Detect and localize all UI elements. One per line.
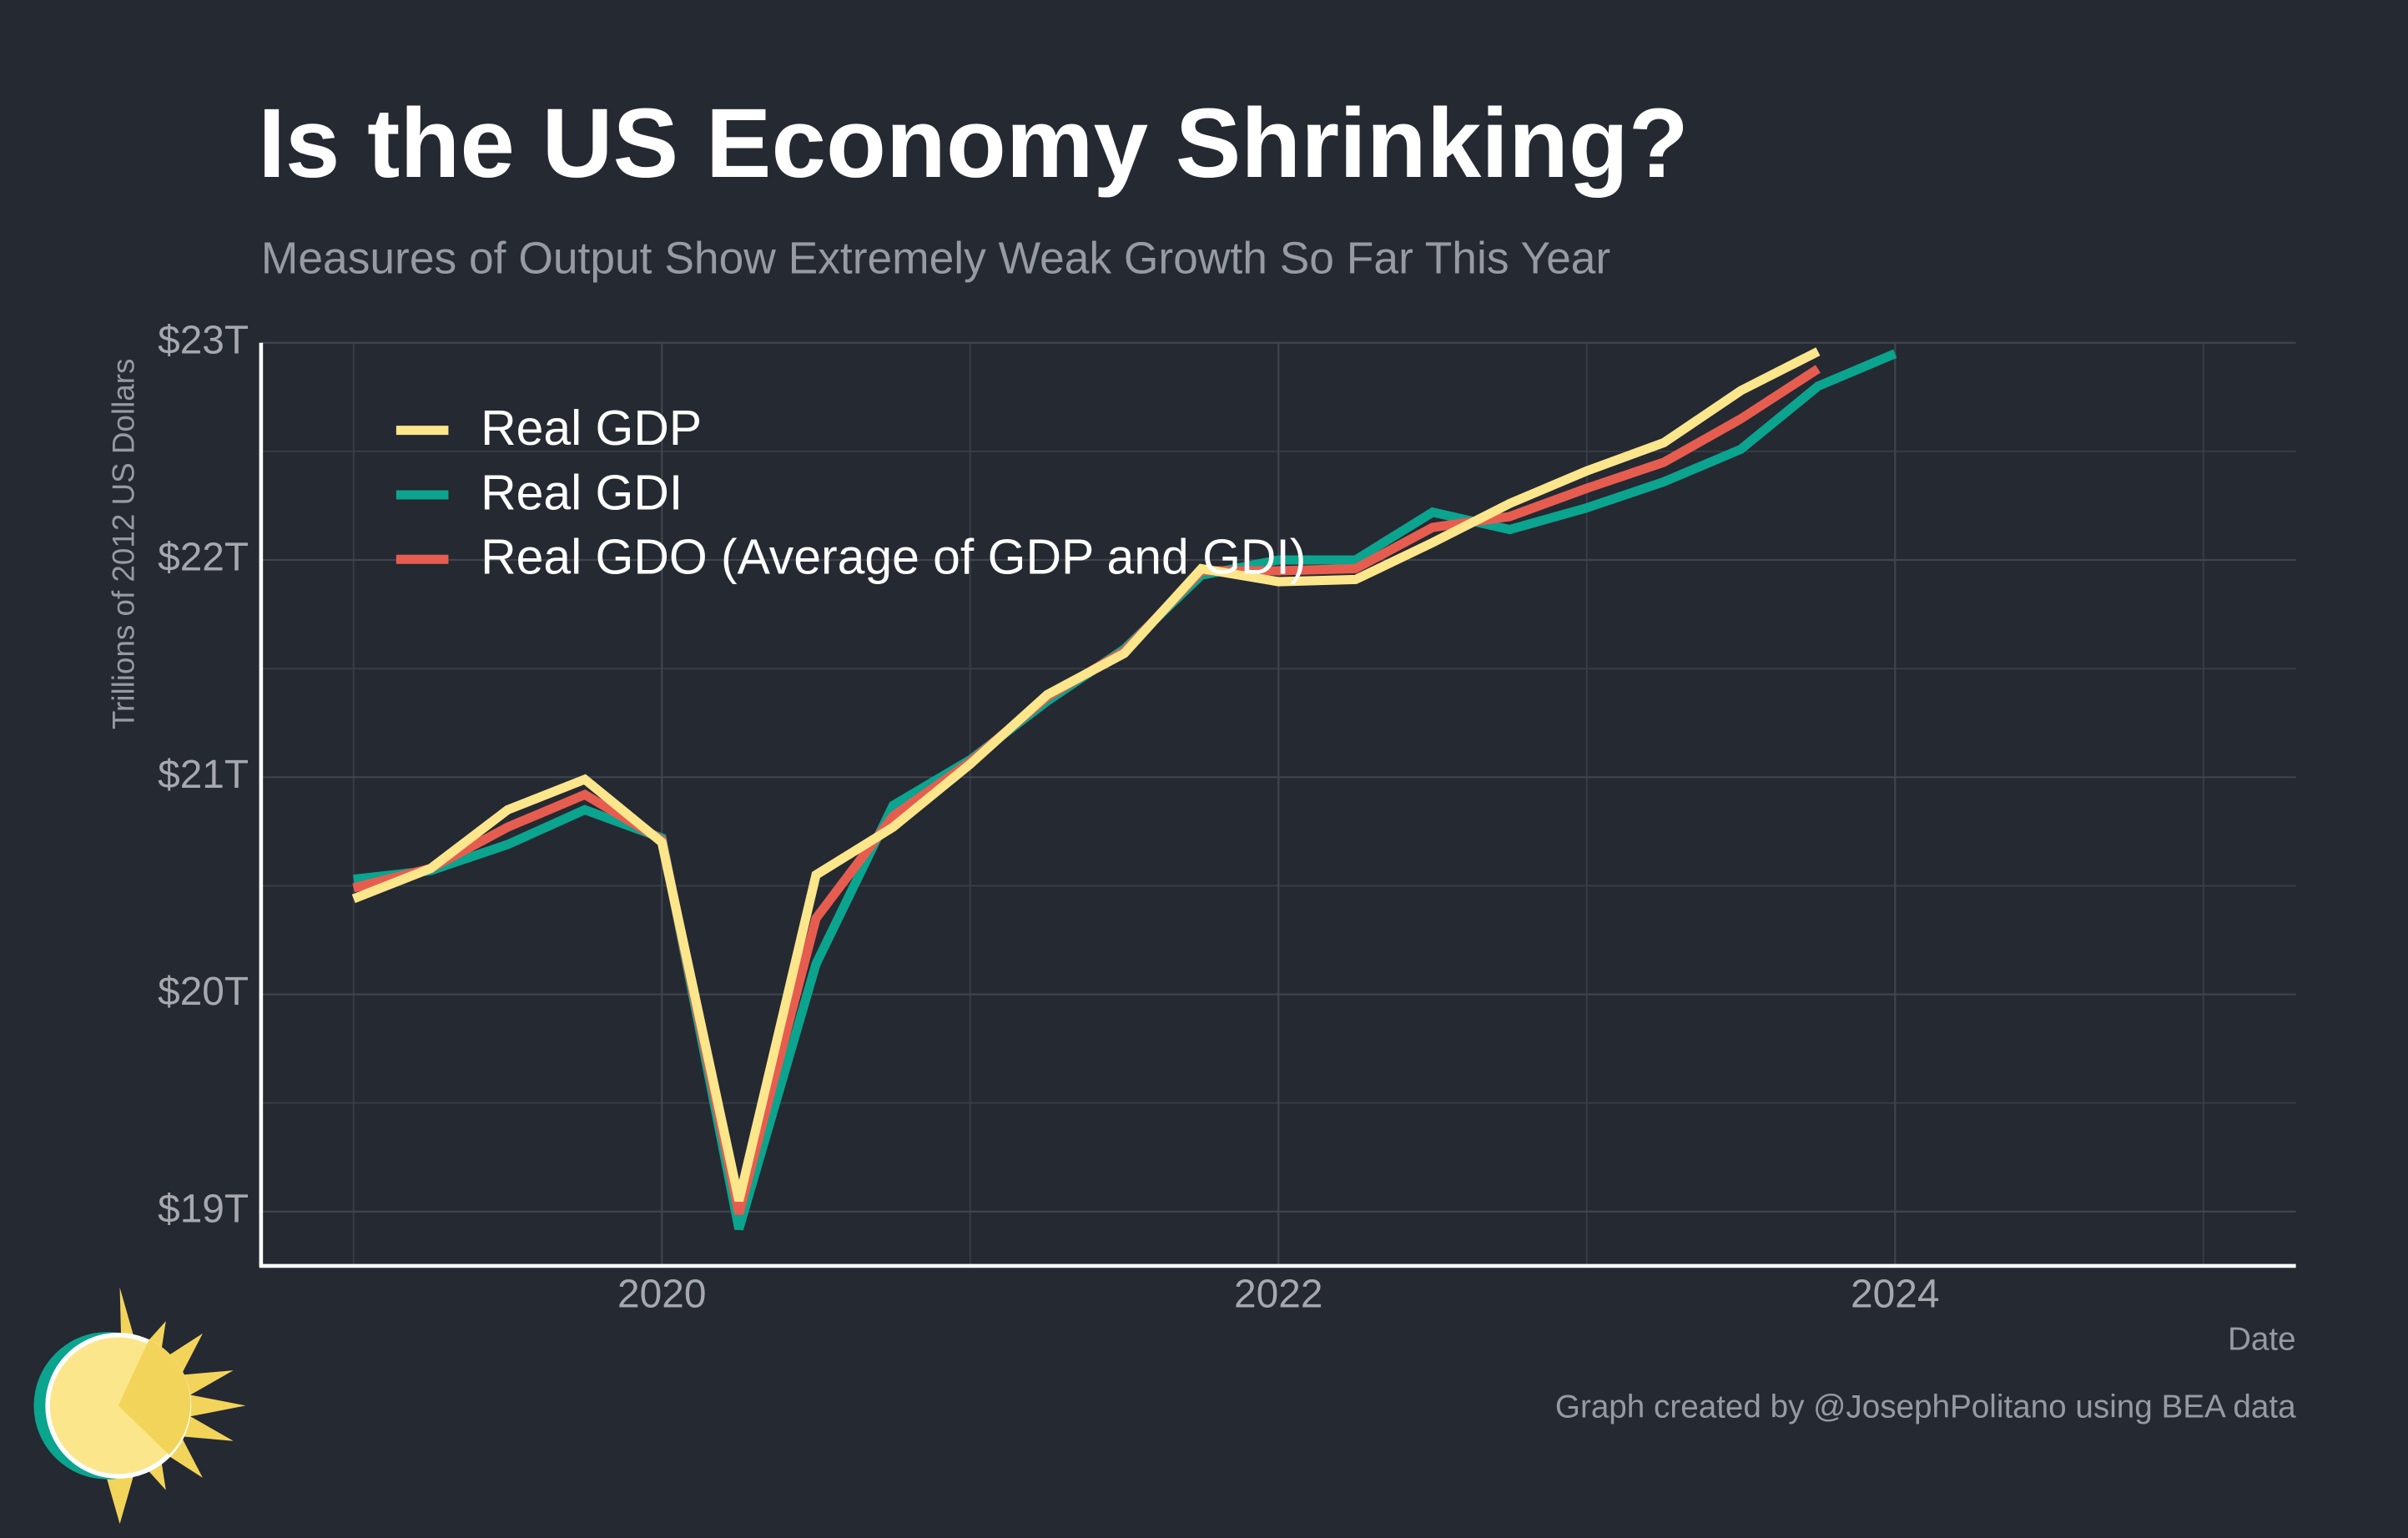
chart-title: Is the US Economy Shrinking?	[258, 88, 1689, 198]
series-line	[351, 347, 1821, 1203]
y-tick-label: $22T	[158, 536, 249, 580]
legend-label: Real GDI	[481, 466, 683, 520]
y-tick-label: $23T	[158, 318, 249, 362]
legend: Real GDP Real GDI Real GDO (Average of GDP…	[395, 401, 1306, 585]
chart-subtitle: Measures of Output Show Extremely Weak G…	[261, 234, 1610, 283]
y-axis-label: Trillions of 2012 US Dollars	[107, 359, 141, 729]
legend-label: Real GDO (Average of GDP and GDI)	[481, 531, 1306, 585]
y-tick-label: $19T	[158, 1187, 249, 1231]
x-tick-label: 2024	[1851, 1272, 1939, 1316]
logo	[33, 1287, 246, 1525]
sun-shade	[118, 1339, 191, 1455]
y-tick-label: $21T	[158, 753, 249, 797]
y-tick-label: $20T	[158, 970, 249, 1014]
x-tick-label: 2022	[1234, 1272, 1322, 1316]
source-note: Graph created by @JosephPolitano using B…	[1555, 1389, 2296, 1425]
x-axis-label: Date	[2228, 1321, 2296, 1357]
x-tick-label: 2020	[617, 1272, 706, 1316]
grid	[260, 341, 2296, 1266]
legend-label: Real GDP	[481, 401, 702, 456]
